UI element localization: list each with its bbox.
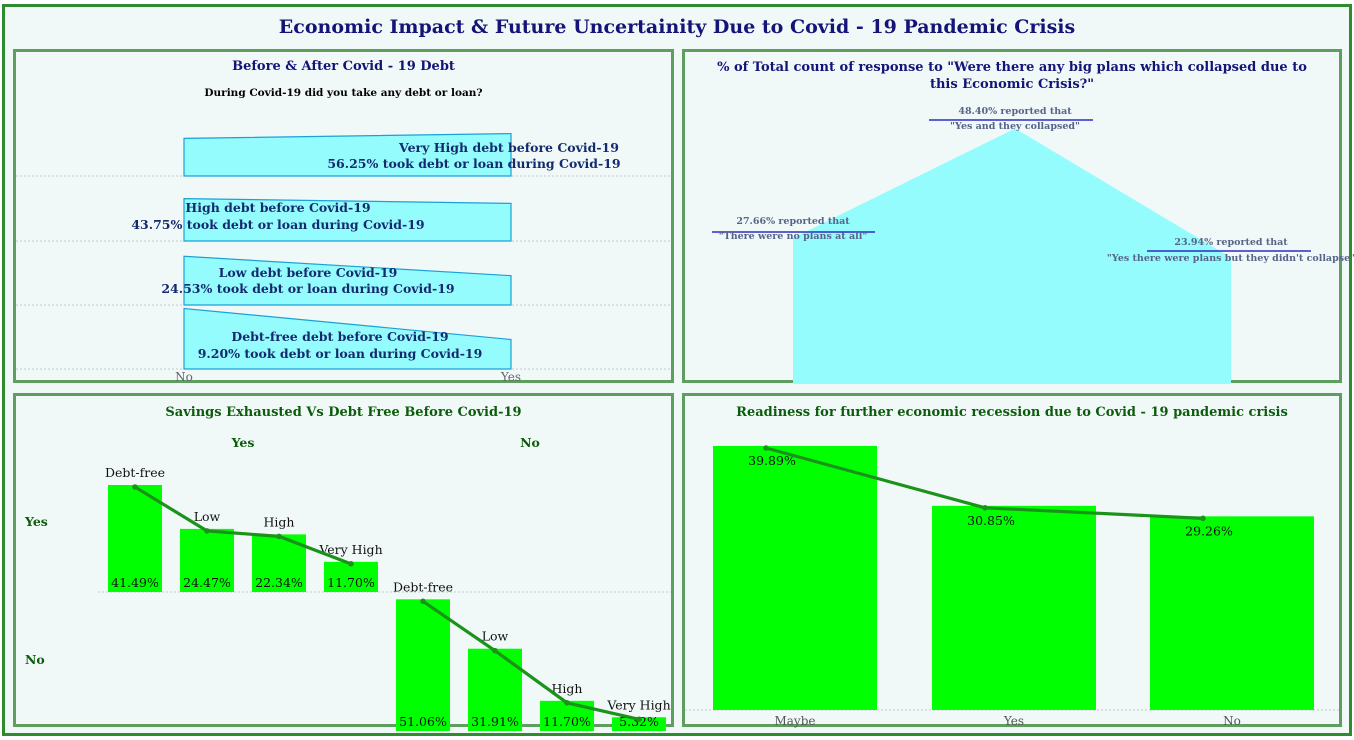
savings-trend-point [420,598,426,605]
savings-bar-value: 41.49% [111,575,159,590]
savings-trend-line [422,600,640,721]
savings-trend-point [204,528,210,534]
savings-bar [324,561,378,592]
area-point-label: 48.40% reported that [958,106,1072,117]
savings-category-label: Very High [318,542,382,557]
savings-bar-value: 51.06% [399,714,447,729]
funnel-segment [183,133,512,177]
readiness-bar-value: 29.26% [1185,523,1233,538]
savings-category-label: Very High [606,697,670,712]
readiness-bar [713,446,877,710]
x-tick-label: No [1223,714,1241,728]
row-header: No [25,652,45,667]
debt-funnel-subtitle: During Covid-19 did you take any debt or… [204,87,483,99]
plans-area-panel: 27.66% reported that "There were no plans… [682,49,1354,384]
savings-category-label: High [264,514,295,529]
funnel-label-line2: 43.75% took debt or loan during Covid-19 [131,217,424,232]
funnel-label-line1: High debt before Covid-19 [185,200,370,215]
readiness-trend-point [1200,515,1206,522]
dashboard-frame: Economic Impact & Future Uncertainity Du… [2,4,1354,736]
funnel-segment [183,255,512,306]
area-point-label: 27.66% reported that [736,216,850,227]
readiness-trend-point [982,505,988,511]
savings-trend-line [134,485,352,566]
savings-bar [180,528,234,592]
area-point-label: "Yes there were plans but they didn't co… [1107,253,1354,264]
savings-bar-title: Savings Exhausted Vs Debt Free Before Co… [165,405,522,420]
plans-area-chart: 27.66% reported that "There were no plans… [712,106,1354,384]
savings-category-label: Low [482,629,509,644]
row-header: Yes [24,514,48,529]
savings-bar-value: 31.91% [471,714,519,729]
readiness-bar-value: 39.89% [748,453,796,468]
funnel-label-line2: 24.53% took debt or loan during Covid-19 [161,281,454,296]
column-header: No [520,435,540,450]
savings-bar-value: 11.70% [543,714,591,729]
readiness-trend-point [763,445,769,451]
savings-category-label: Low [194,509,221,524]
readiness-bar-panel: Readiness for further economic recession… [682,393,1342,728]
savings-category-label: Debt-free [393,579,453,594]
savings-bar-panel: Savings Exhausted Vs Debt Free Before Co… [13,393,674,731]
funnel-label-line1: Very High debt before Covid-19 [398,140,619,155]
debt-funnel-panel: Before & After Covid - 19 Debt During Co… [13,49,674,384]
plans-area-shape [793,128,1231,384]
readiness-bar-chart: 39.89% Maybe 30.85% Yes 29.26% No [685,445,1339,728]
savings-trend-point [492,647,498,654]
savings-trend-point [564,700,570,706]
dashboard-title: Economic Impact & Future Uncertainity Du… [278,16,1076,38]
savings-bar [612,717,666,731]
area-point-label: "There were no plans at all" [719,231,868,242]
savings-bar [108,485,162,592]
funnel-label-line1: Low debt before Covid-19 [219,265,398,280]
x-tick-label: Yes [500,370,521,384]
savings-category-label: High [552,681,583,696]
readiness-bar-title: Readiness for further economic recession… [736,405,1288,420]
area-point-label: "Yes and they collapsed" [950,121,1080,132]
debt-funnel-title: Before & After Covid - 19 Debt [232,59,455,74]
funnel-segment [183,198,512,242]
savings-bar-value: 22.34% [255,575,303,590]
readiness-bar-value: 30.85% [967,513,1015,528]
column-header: Yes [231,435,255,450]
funnel-label-line2: 9.20% took debt or loan during Covid-19 [198,346,483,361]
funnel-segment [183,307,512,370]
area-point-label: 23.94% reported that [1174,237,1288,248]
savings-bar-value: 24.47% [183,575,231,590]
plans-area-title: % of Total count of response to "Were th… [717,60,1307,92]
funnel-label-line2: 56.25% took debt or loan during Covid-19 [327,156,620,171]
savings-trend-point [132,484,138,490]
savings-trend-point [348,561,354,567]
savings-trend-point [636,716,642,723]
savings-category-label: Debt-free [105,465,165,480]
funnel-label-line1: Debt-free debt before Covid-19 [231,329,448,344]
savings-bar-chart: Yes No Yes No 41.49% Debt-free 24.47% Low 22.34%… [24,435,671,731]
x-tick-label: No [175,370,193,384]
savings-bar [396,599,450,731]
readiness-bar [932,505,1096,710]
readiness-bar [1150,516,1314,710]
x-tick-label: Maybe [774,714,815,728]
x-tick-label: Yes [1003,714,1024,728]
savings-trend-point [276,533,282,540]
savings-bar-value: 11.70% [327,575,375,590]
